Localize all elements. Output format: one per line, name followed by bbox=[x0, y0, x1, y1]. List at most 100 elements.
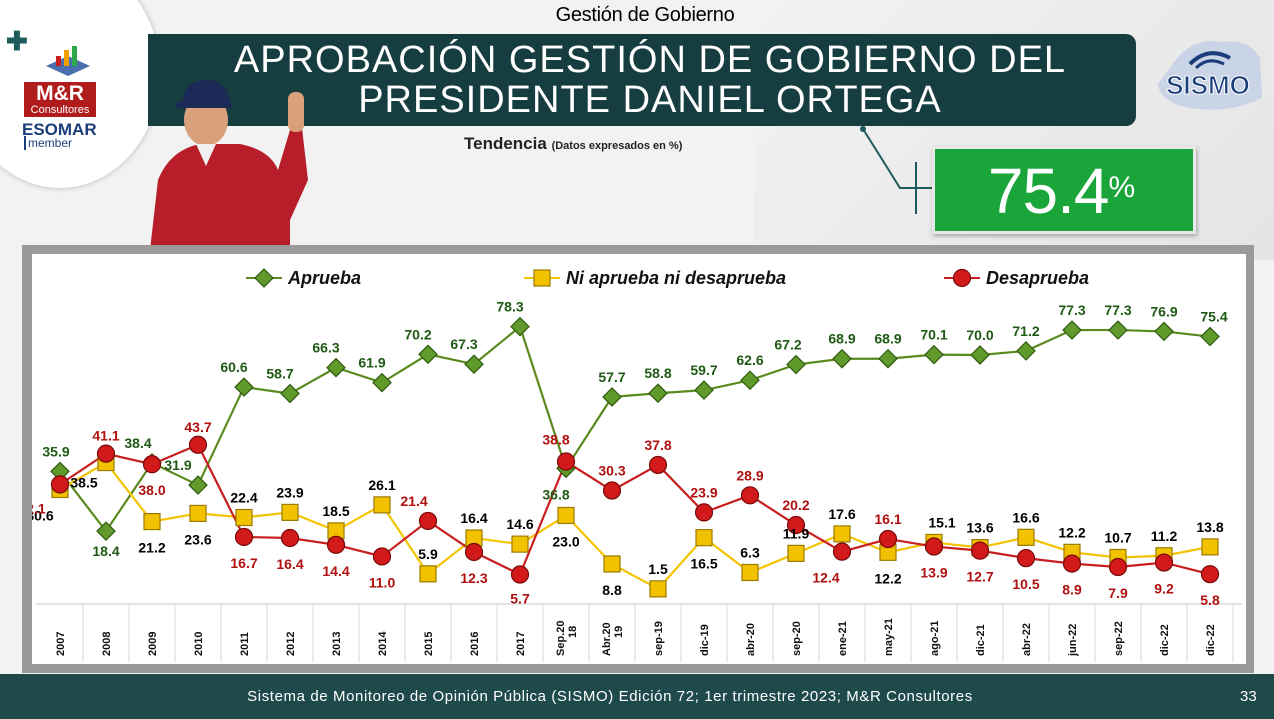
line-chart: 2007 2008 2009 2010 2011 2012 2013 2014 2015 2016… bbox=[32, 268, 1242, 662]
data-label: 57.7 bbox=[598, 369, 625, 385]
data-label: 10.5 bbox=[1012, 576, 1039, 592]
data-label: 14.6 bbox=[506, 516, 533, 532]
data-point bbox=[281, 503, 299, 521]
x-tick-label-line: 19 bbox=[613, 626, 625, 638]
data-label: 31.9 bbox=[164, 457, 191, 473]
data-point bbox=[740, 370, 760, 391]
data-label: 16.4 bbox=[460, 510, 487, 526]
data-label: 22.4 bbox=[230, 490, 257, 506]
data-point bbox=[556, 452, 576, 471]
data-label: 30.6 bbox=[32, 508, 54, 524]
data-label: 43.7 bbox=[184, 419, 211, 435]
data-point bbox=[878, 348, 898, 369]
data-label: 67.3 bbox=[450, 336, 477, 352]
section-title-text: Gestión de Gobierno bbox=[555, 4, 735, 26]
data-point bbox=[1016, 341, 1036, 361]
data-label: 71.2 bbox=[1012, 323, 1039, 339]
data-point bbox=[464, 354, 484, 375]
data-point bbox=[832, 542, 852, 561]
legend-marker bbox=[254, 268, 274, 288]
data-point bbox=[694, 380, 714, 400]
data-label: 70.0 bbox=[966, 327, 993, 343]
data-label: 68.9 bbox=[828, 331, 855, 347]
data-label: 16.7 bbox=[230, 555, 257, 571]
data-point bbox=[372, 372, 392, 393]
data-label: 5.8 bbox=[1200, 592, 1220, 608]
title-line-1: APROBACIÓN GESTIÓN DE GOBIERNO DEL bbox=[233, 39, 1067, 81]
data-point bbox=[96, 521, 116, 542]
data-label: 70.1 bbox=[920, 327, 947, 343]
data-label: 18.5 bbox=[322, 503, 349, 519]
data-point bbox=[1200, 565, 1220, 584]
data-point bbox=[970, 345, 990, 365]
data-point bbox=[280, 528, 300, 548]
data-label: 77.3 bbox=[1058, 302, 1085, 318]
data-label: 76.9 bbox=[1150, 303, 1177, 319]
data-point bbox=[373, 496, 391, 514]
data-label: 14.4 bbox=[322, 563, 349, 579]
subtitle-text: Tendencia bbox=[464, 134, 547, 153]
data-label: 30.3 bbox=[598, 463, 625, 479]
data-label: 12.2 bbox=[874, 570, 901, 586]
data-point bbox=[741, 563, 759, 582]
data-point bbox=[510, 565, 530, 584]
x-tick-label: sep-19 bbox=[653, 621, 665, 656]
data-label: 61.9 bbox=[358, 355, 385, 371]
data-label: 70.2 bbox=[404, 326, 431, 342]
x-tick-label: 2008 bbox=[101, 632, 113, 656]
legend-label: Ni aprueba ni desaprueba bbox=[566, 268, 786, 288]
x-tick-label: 2011 bbox=[239, 632, 251, 656]
data-label: 58.7 bbox=[266, 366, 293, 382]
data-label: 11.9 bbox=[783, 525, 810, 541]
data-point bbox=[234, 377, 254, 397]
data-point bbox=[970, 541, 990, 560]
data-point bbox=[694, 503, 714, 522]
data-label: 15.1 bbox=[928, 514, 955, 530]
data-label: 13.9 bbox=[920, 565, 947, 581]
data-point bbox=[96, 444, 116, 463]
data-point bbox=[832, 348, 852, 369]
data-label: 66.3 bbox=[312, 340, 339, 356]
title-line-2: PRESIDENTE DANIEL ORTEGA bbox=[358, 79, 942, 121]
data-label: 7.9 bbox=[1108, 585, 1128, 601]
data-label: 20.2 bbox=[782, 497, 809, 513]
data-label: 8.8 bbox=[602, 582, 622, 598]
data-label: 16.4 bbox=[276, 556, 303, 572]
x-tick-label: 2014 bbox=[377, 631, 389, 656]
data-label: 36.8 bbox=[542, 486, 569, 502]
legend-marker bbox=[952, 268, 972, 288]
data-label: 38.4 bbox=[124, 435, 151, 451]
data-point bbox=[50, 475, 70, 494]
legend-marker bbox=[533, 269, 551, 287]
legend-label: Desaprueba bbox=[986, 268, 1089, 288]
data-point bbox=[280, 383, 300, 404]
data-point bbox=[1108, 557, 1128, 577]
data-label: 23.9 bbox=[690, 484, 717, 500]
data-point bbox=[603, 555, 621, 573]
x-tick-label-line: 18 bbox=[567, 626, 579, 638]
data-label: 12.7 bbox=[966, 569, 993, 585]
highlight-box bbox=[932, 146, 1196, 234]
sismo-logo-text: SISMO bbox=[1166, 70, 1250, 100]
x-tick-label: 2012 bbox=[285, 632, 297, 656]
data-label: 32.1 bbox=[32, 500, 46, 516]
data-label: 60.6 bbox=[220, 359, 247, 375]
data-label: 16.5 bbox=[690, 556, 717, 572]
data-label: 75.4 bbox=[1200, 309, 1227, 325]
x-tick-label: 2009 bbox=[147, 632, 159, 656]
data-point bbox=[418, 344, 438, 365]
data-label: 23.6 bbox=[184, 531, 211, 547]
x-tick-label: 2007 bbox=[55, 632, 67, 656]
data-point bbox=[188, 475, 208, 495]
data-point bbox=[234, 527, 254, 547]
data-point bbox=[235, 508, 253, 527]
data-label: 21.4 bbox=[400, 493, 427, 509]
footer-text: Sistema de Monitoreo de Opinión Pública … bbox=[247, 688, 973, 705]
highlight-value: 75.4% bbox=[932, 146, 1190, 228]
data-point bbox=[418, 511, 438, 531]
data-label: 13.6 bbox=[966, 520, 993, 536]
data-label: 12.3 bbox=[460, 570, 487, 586]
data-point bbox=[648, 383, 668, 404]
data-label: 6.3 bbox=[740, 544, 760, 560]
data-point bbox=[511, 535, 529, 553]
